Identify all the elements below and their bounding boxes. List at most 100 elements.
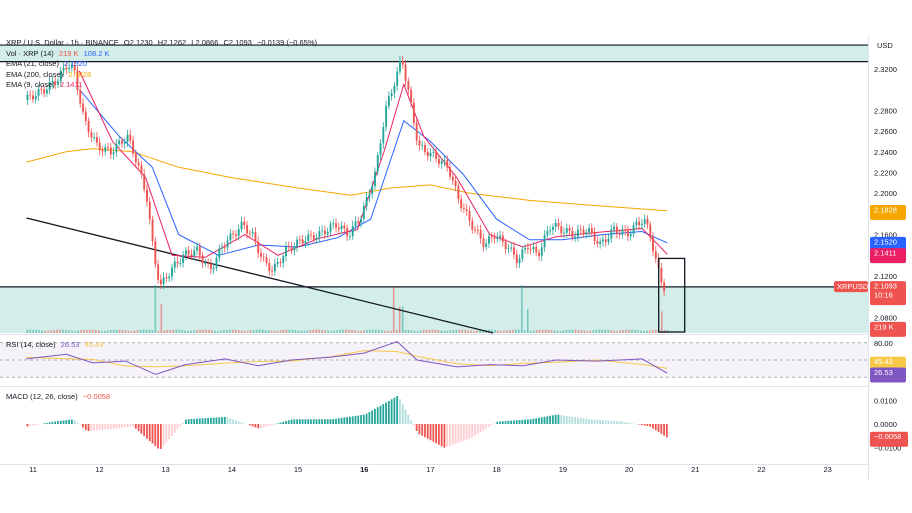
candle-body [351,225,354,237]
macd-hist-bar [40,423,43,425]
volume-bar [235,329,237,333]
candle-body [335,223,338,228]
volume-bar [580,330,583,333]
candle-body [490,236,493,238]
volume-bar [565,330,568,333]
candle-body [68,67,71,70]
rsi-axis-tick: 80.00 [874,339,893,348]
volume-bar [136,330,139,333]
volume-bar [270,330,273,333]
volume-bar [44,330,46,333]
macd-hist-bar [474,424,476,436]
macd-hist-bar [262,424,265,428]
candle-body [610,229,613,239]
rsi-ma-line [26,350,668,369]
candle-body [287,246,290,248]
volume-bar [392,287,395,333]
candle-body [471,220,474,230]
volume-bar [294,330,297,333]
volume-bar [646,330,648,333]
volume-bar [232,329,234,333]
macd-hist-bar [593,419,596,424]
volume-bar [515,329,517,333]
volume-bar [518,329,520,333]
legend-ema200-label[interactable]: EMA (200, close) [6,69,64,79]
volume-bar [26,329,29,333]
volume-bar [160,304,163,333]
volume-bar [372,329,374,333]
rsi-legend-label[interactable]: RSI (14, close) [6,340,56,349]
candle-body [179,263,182,264]
legend-low: 2.0866 [195,38,219,47]
macd-hist-bar [54,421,57,424]
candle-body [482,238,485,248]
volume-bar [503,330,505,333]
candle-body [474,229,477,231]
candle-body [51,81,54,83]
macd-hist-bar [126,424,129,428]
macd-legend-label[interactable]: MACD (12, 26, close) [6,392,78,401]
volume-bar [47,330,49,333]
macd-hist-bar [482,424,485,431]
candle-body [543,235,546,248]
candle-body [126,134,129,143]
candle-body [513,247,515,255]
time-axis-tick: 23 [824,465,832,474]
macd-hist-bar [615,421,618,424]
candle-body [546,231,549,236]
candle-body [340,225,343,230]
candle-body [515,254,518,264]
macd-hist-bar [532,418,535,424]
macd-hist-bar [618,421,621,424]
candle-body [70,65,73,68]
macd-hist-bar [346,417,349,424]
volume-bar [628,329,630,333]
legend-high: 2.1262 [163,38,187,47]
legend-change: −0.0139 (−0.65%) [256,38,317,47]
candle-body [151,219,154,242]
volume-bar [291,329,294,333]
candle-body [376,155,379,172]
legend-volume-label[interactable]: Vol · XRP (14) [6,48,54,58]
candle-body [476,229,479,231]
legend-ema200-row: EMA (200, close) 2.1828 [6,70,317,81]
macd-hist-bar [87,424,90,431]
macd-hist-bar [485,424,488,429]
volume-bar [80,330,82,333]
candle-body [599,241,602,244]
macd-hist-bar [73,420,76,424]
candle-body [209,263,212,270]
price-axis-tick: 2.2000 [874,189,897,198]
candle-body [146,189,148,202]
macd-hist-bar [254,424,257,428]
candle-body [204,263,207,264]
candle-body [415,123,418,141]
volume-bar [655,329,657,333]
volume-bar [288,329,291,333]
volume-bar [32,329,35,333]
candle-body [298,239,301,241]
macd-hist-bar [109,424,112,429]
volume-bar [226,329,228,333]
candle-body [215,258,218,268]
macd-hist-bar [624,421,627,424]
volume-bar [214,330,216,333]
macd-hist-bar [32,424,34,426]
volume-bar [285,329,288,333]
volume-bar [324,330,326,333]
volume-bar [282,329,285,333]
candle-body [129,134,132,141]
candle-body [663,282,666,292]
macd-hist-bar [79,424,82,426]
rsi-legend: RSI (14, close) 26.53 45.43 [6,340,103,349]
macd-hist-bar [504,421,507,424]
volume-bar [652,329,654,333]
macd-hist-bar [146,424,148,439]
volume-bar [634,329,636,333]
last-price-label: 2.1093 [874,282,897,291]
legend-ema9-label[interactable]: EMA (9, close) [6,80,55,90]
legend-ema21-label[interactable]: EMA (21, close) [6,59,59,69]
legend-symbol[interactable]: XRP / U.S. Dollar · 1h · BINANCE [6,38,119,47]
macd-hist-bar [296,419,298,424]
